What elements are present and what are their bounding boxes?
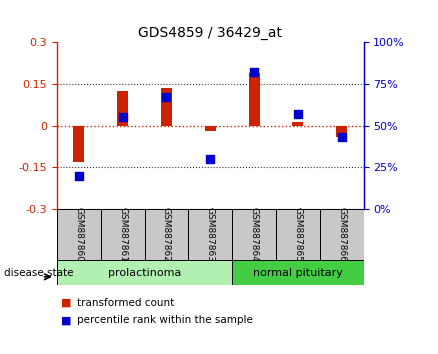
Bar: [74, 126, 84, 162]
Bar: [205, 126, 215, 131]
Text: prolactinoma: prolactinoma: [108, 268, 181, 278]
Bar: [232, 260, 364, 285]
Bar: [57, 260, 232, 285]
Point: [338, 135, 345, 140]
Text: GSM887864: GSM887864: [250, 207, 258, 262]
Point: [119, 115, 126, 120]
Point: [207, 156, 214, 162]
Text: GSM887863: GSM887863: [206, 207, 215, 262]
Text: disease state: disease state: [4, 268, 74, 278]
Bar: [101, 209, 145, 260]
Title: GDS4859 / 36429_at: GDS4859 / 36429_at: [138, 26, 282, 40]
Bar: [276, 209, 320, 260]
Text: GSM887860: GSM887860: [74, 207, 83, 262]
Point: [163, 95, 170, 100]
Bar: [117, 91, 128, 126]
Bar: [292, 122, 303, 126]
Bar: [57, 209, 101, 260]
Bar: [248, 73, 259, 126]
Text: transformed count: transformed count: [77, 298, 174, 308]
Text: GSM887866: GSM887866: [337, 207, 346, 262]
Text: normal pituitary: normal pituitary: [253, 268, 343, 278]
Text: GSM887862: GSM887862: [162, 207, 171, 262]
Bar: [232, 209, 276, 260]
Bar: [320, 209, 364, 260]
Text: ■: ■: [61, 315, 72, 325]
Point: [75, 173, 82, 178]
Bar: [145, 209, 188, 260]
Bar: [336, 126, 347, 137]
Bar: [188, 209, 232, 260]
Point: [294, 111, 301, 117]
Bar: [161, 88, 172, 126]
Text: GSM887865: GSM887865: [293, 207, 302, 262]
Text: ■: ■: [61, 298, 72, 308]
Point: [251, 70, 258, 75]
Text: percentile rank within the sample: percentile rank within the sample: [77, 315, 253, 325]
Text: GSM887861: GSM887861: [118, 207, 127, 262]
